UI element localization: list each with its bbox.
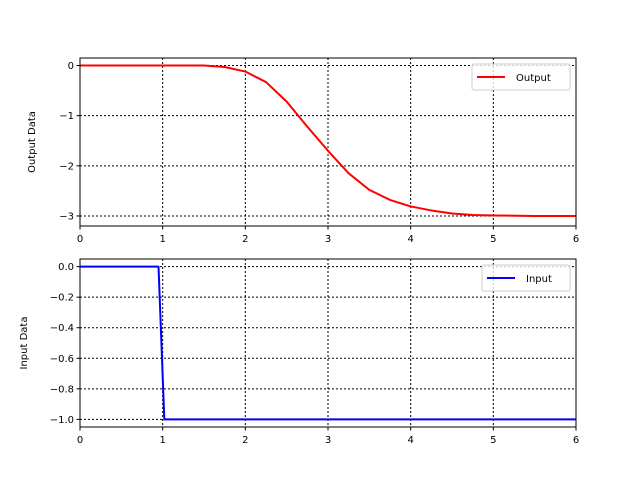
x-tick-label: 6 (573, 435, 579, 446)
x-tick-label: 2 (242, 234, 248, 245)
x-tick-label: 4 (407, 234, 413, 245)
x-tick-label: 2 (242, 435, 248, 446)
y-tick-label: 0.0 (58, 262, 74, 273)
x-tick-label: 5 (490, 234, 496, 245)
y-axis-label: Output Data (27, 111, 38, 173)
legend: Input (481, 264, 571, 292)
x-tick-label: 3 (325, 435, 331, 446)
x-tick-label: 1 (159, 234, 165, 245)
y-tick-label: −1.0 (50, 415, 74, 426)
legend: Output (471, 63, 571, 91)
x-tick-label: 3 (325, 234, 331, 245)
series-line-output (80, 64, 576, 217)
x-tick-label: 4 (407, 435, 413, 446)
y-tick-label: −0.8 (50, 384, 74, 395)
chart-panel-1: 0 1 2 3 4 5 6 0 −1 −2 −3 Output Data Output (27, 57, 579, 245)
x-tick-label: 6 (573, 234, 579, 245)
x-tick-label: 5 (490, 435, 496, 446)
legend-label-input: Input (526, 274, 552, 285)
series-line-input (80, 265, 576, 421)
chart-panel-2: 0 1 2 3 4 5 6 0.0 −0.2 −0.4 −0.6 −0.8 −1.0 Input Data… (19, 258, 579, 446)
legend-box (471, 63, 571, 91)
y-tick-label: −3 (59, 211, 74, 222)
y-tick-label: −0.2 (50, 293, 74, 304)
y-tick-label: −0.4 (50, 323, 74, 334)
y-tick-label: −0.6 (50, 354, 74, 365)
y-tick-label: −1 (59, 111, 74, 122)
y-axis-label: Input Data (19, 317, 30, 370)
x-tick-label: 0 (77, 435, 83, 446)
y-tick-label: −2 (59, 161, 74, 172)
legend-label-output: Output (516, 73, 551, 84)
legend-box (481, 264, 571, 292)
x-tick-label: 1 (159, 435, 165, 446)
x-tick-label: 0 (77, 234, 83, 245)
y-tick-label: 0 (68, 61, 74, 72)
